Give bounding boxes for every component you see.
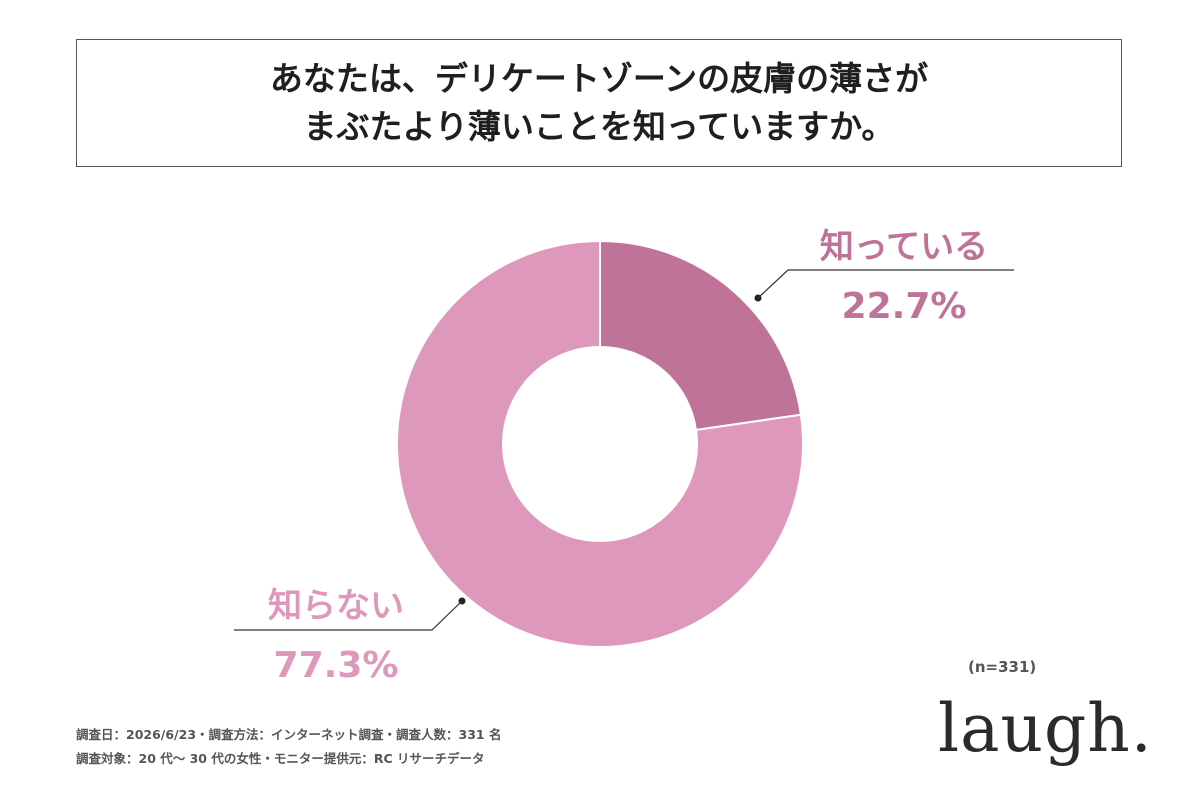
survey-footnote-1: 調査日：2026/6/23・調査方法：インターネット調査・調査人数：331 名 <box>76 727 502 742</box>
sample-size: (n=331) <box>968 658 1037 676</box>
title-line-1: あなたは、デリケートゾーンの皮膚の薄さが <box>269 59 929 98</box>
slice-value-1: 77.3% <box>274 645 399 686</box>
leader-lines <box>234 269 1014 631</box>
leader-line-1 <box>234 600 463 631</box>
survey-footnote-2: 調査対象：20 代～ 30 代の女性・モニター提供元：RC リサーチデータ <box>76 751 485 766</box>
donut-slice-0 <box>599 239 803 432</box>
donut-slices <box>396 239 804 648</box>
brand-logo: laugh. <box>938 690 1153 767</box>
title-box: あなたは、デリケートゾーンの皮膚の薄さが まぶたより薄いことを知っていますか。 <box>76 39 1122 167</box>
title-line-2: まぶたより薄いことを知っていますか。 <box>303 107 895 146</box>
donut-slice-1 <box>396 239 804 648</box>
leader-line-0 <box>757 269 1014 299</box>
slice-labels: 知っている 22.7% 知らない 77.3% <box>268 227 988 686</box>
slice-value-0: 22.7% <box>842 286 967 327</box>
slice-label-1: 知らない <box>268 586 404 626</box>
slice-label-0: 知っている <box>820 227 988 267</box>
